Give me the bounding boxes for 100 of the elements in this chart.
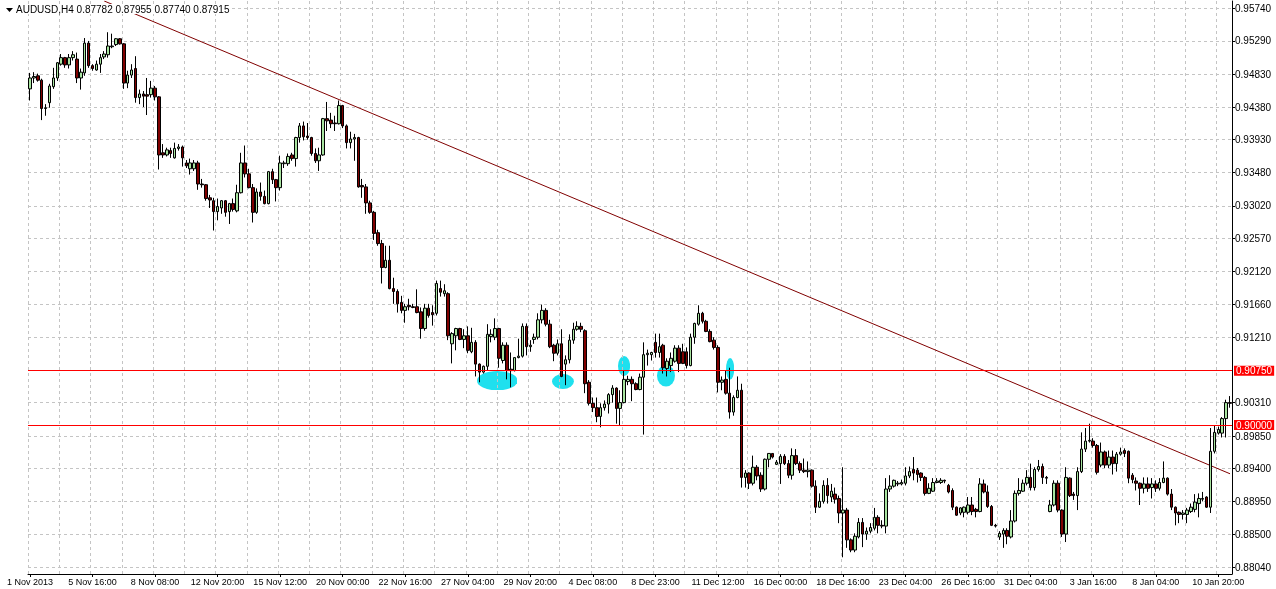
candlestick [212, 197, 215, 231]
candlestick [978, 477, 982, 513]
x-tick-label: 18 Dec 16:00 [816, 576, 870, 587]
x-tick-label: 8 Jan 04:00 [1132, 576, 1180, 587]
y-tick-label: 0.94380 [1235, 101, 1272, 113]
candlestick [826, 477, 829, 505]
x-tick-label: 23 Dec 04:00 [878, 576, 933, 587]
candlestick [966, 496, 970, 515]
y-tick-label: 0.92120 [1235, 265, 1272, 277]
candlestick [861, 517, 864, 548]
candlestick [959, 506, 962, 516]
candlestick [286, 153, 290, 167]
y-tick-label: 0.88950 [1235, 495, 1272, 507]
candlestick [802, 458, 806, 474]
candlestick [165, 147, 169, 157]
y-tick-label: 0.91660 [1235, 299, 1272, 311]
candlestick [931, 477, 935, 493]
candlestick [822, 479, 825, 505]
x-tick-label: 22 Nov 16:00 [378, 576, 432, 587]
candlestick [1224, 399, 1228, 438]
candlestick [134, 55, 137, 104]
candlestick [302, 121, 305, 141]
ref-line-label: 0.90000 [1236, 419, 1273, 431]
candlestick [99, 53, 102, 74]
x-tick-label: 11 Dec 12:00 [691, 576, 745, 587]
candlestick [67, 53, 71, 70]
x-tick-label: 26 Dec 16:00 [941, 576, 995, 587]
candlestick [525, 322, 528, 356]
candlestick [173, 142, 176, 160]
candlestick [779, 453, 782, 485]
candlestick [615, 386, 618, 425]
candlestick [1111, 450, 1115, 476]
candlestick [122, 42, 126, 90]
x-tick-label: 8 Nov 08:00 [130, 576, 180, 587]
candlestick [145, 77, 149, 116]
x-tick-label: 3 Jan 16:00 [1069, 576, 1117, 587]
y-tick-label: 0.95290 [1235, 35, 1272, 47]
candlestick [228, 202, 231, 225]
candlestick [884, 477, 888, 534]
candlestick [181, 145, 184, 168]
y-tick-label: 0.91210 [1235, 331, 1272, 343]
candlestick [364, 183, 368, 215]
x-tick-label: 12 Nov 20:00 [190, 576, 245, 587]
candlestick [599, 402, 602, 428]
x-tick-label: 15 Nov 12:00 [253, 576, 307, 587]
candlestick [169, 147, 172, 159]
candlestick [939, 477, 943, 485]
candlestick [654, 333, 657, 359]
candlestick [790, 447, 794, 481]
candlestick [1041, 463, 1044, 485]
candlestick [642, 341, 645, 436]
candlestick [188, 158, 192, 176]
candlestick [1185, 507, 1189, 524]
x-tick-label: 29 Nov 20:00 [503, 576, 558, 587]
candlestick [1064, 466, 1068, 543]
candlestick [1138, 481, 1142, 506]
candlestick [873, 507, 876, 531]
y-tick-label: 0.90310 [1235, 397, 1272, 409]
candlestick [970, 496, 974, 516]
candlestick [63, 56, 67, 69]
x-tick-label: 20 Nov 00:00 [315, 576, 370, 587]
y-tick-label: 0.88500 [1235, 528, 1272, 540]
candlestick [521, 322, 524, 359]
x-tick-label: 5 Nov 16:00 [68, 576, 117, 587]
y-tick-label: 0.93480 [1235, 166, 1272, 178]
candlestick [1209, 427, 1212, 514]
candlestick [912, 456, 915, 481]
x-tick-label: 27 Nov 04:00 [441, 576, 495, 587]
candlestick [630, 375, 634, 402]
candlestick [196, 160, 200, 191]
y-tick-label: 0.89400 [1235, 463, 1272, 475]
x-tick-label: 1 Nov 2013 [6, 576, 53, 587]
candlestick [466, 325, 470, 354]
x-tick-label: 10 Jan 20:00 [1192, 576, 1245, 587]
y-tick-label: 0.93930 [1235, 134, 1272, 146]
y-tick-label: 0.89850 [1235, 430, 1272, 442]
y-tick-label: 0.94830 [1235, 68, 1272, 80]
candlestick [486, 323, 489, 372]
candlestick [1181, 509, 1185, 521]
candlestick [595, 397, 599, 423]
candlestick [841, 466, 845, 558]
candlestick [923, 475, 927, 497]
y-tick-label: 0.95740 [1235, 2, 1272, 14]
candlestick [1193, 493, 1197, 513]
y-tick-label: 0.88040 [1235, 561, 1272, 573]
candlestick [677, 344, 681, 373]
x-tick-label: 31 Dec 04:00 [1003, 576, 1058, 587]
candlestick [40, 78, 43, 121]
candlestick [1002, 527, 1005, 549]
candlestick [751, 455, 755, 486]
y-tick-label: 0.93020 [1235, 200, 1272, 212]
candlestick [896, 480, 900, 487]
x-tick-label: 16 Dec 00:00 [753, 576, 808, 587]
candlestick [1150, 477, 1154, 499]
candlestick [892, 479, 896, 489]
candlestick [267, 170, 270, 205]
x-tick-label: 8 Dec 23:00 [631, 576, 680, 587]
candlestick [114, 37, 118, 47]
chart-title: AUDUSD,H4 0.87782 0.87955 0.87740 0.87915 [16, 3, 230, 15]
candlestick [462, 328, 466, 349]
